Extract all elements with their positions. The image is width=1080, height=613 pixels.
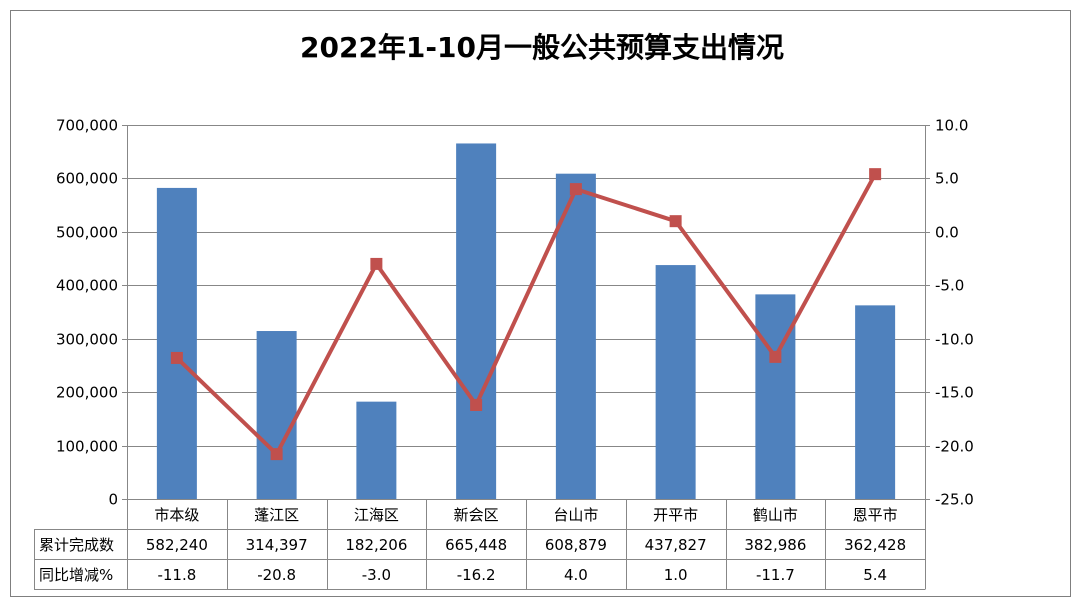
table-cell-value: 362,428 (844, 536, 906, 554)
category-label: 蓬江区 (254, 506, 299, 524)
right-axis-tick-label: -25.0 (935, 491, 974, 509)
line-point (370, 257, 383, 270)
line-series (170, 168, 882, 461)
category-label: 开平市 (653, 506, 698, 524)
category-label: 市本级 (154, 506, 199, 524)
axes: 0 100,000 200,000 300,000 400,000 500,000 600,… (56, 117, 974, 509)
chart-title: 2022年1-10月一般公共预算支出情况 (300, 31, 784, 64)
right-axis-tick-label: -15.0 (935, 384, 974, 402)
series-name: 同比增减% (39, 566, 113, 584)
right-axis-tick-label: -20.0 (935, 438, 974, 456)
table-cell-value: 4.0 (564, 566, 588, 584)
left-axis-tick-label: 100,000 (56, 438, 118, 456)
bar (755, 294, 796, 499)
category-label: 新会区 (454, 506, 499, 524)
right-axis-tick-label: -5.0 (935, 277, 964, 295)
left-axis-tick-label: 700,000 (56, 117, 118, 135)
right-axis-tick-label: 0.0 (935, 224, 959, 242)
table-cell-value: 608,879 (545, 536, 607, 554)
table-cell-value: -11.8 (157, 566, 196, 584)
bar (456, 143, 497, 500)
table-cell-value: -20.8 (257, 566, 296, 584)
right-axis-tick-label: -10.0 (935, 331, 974, 349)
line-point (170, 351, 183, 364)
table-cell-value: 1.0 (664, 566, 688, 584)
line-point (869, 168, 882, 181)
line-point (569, 183, 582, 196)
series-name: 累计完成数 (39, 536, 114, 554)
right-axis-tick-label: 10.0 (935, 117, 968, 135)
line-point (669, 215, 682, 228)
line-point (769, 350, 782, 363)
table-cell-value: 437,827 (645, 536, 707, 554)
table-cell-value: -16.2 (457, 566, 496, 584)
table-cell-value: 665,448 (445, 536, 507, 554)
left-axis-tick-label: 200,000 (56, 384, 118, 402)
bar-series (156, 143, 896, 500)
left-axis-tick-label: 500,000 (56, 224, 118, 242)
category-label: 江海区 (354, 506, 399, 524)
category-label: 鹤山市 (753, 506, 798, 524)
table-cell-value: 314,397 (246, 536, 308, 554)
left-axis-tick-label: 600,000 (56, 170, 118, 188)
table-cell-value: 5.4 (863, 566, 887, 584)
category-label: 台山市 (553, 506, 598, 524)
line-point (270, 448, 283, 461)
left-axis-tick-label: 300,000 (56, 331, 118, 349)
table-cell-value: -11.7 (756, 566, 795, 584)
series-line (175, 173, 877, 457)
bar (655, 265, 696, 499)
table-cell-value: 582,240 (146, 536, 208, 554)
left-axis-tick-label: 400,000 (56, 277, 118, 295)
category-label: 恩平市 (853, 506, 898, 524)
bar (855, 305, 896, 499)
right-axis-tick-label: 5.0 (935, 170, 959, 188)
bar (356, 401, 397, 499)
table-cell-value: -3.0 (362, 566, 391, 584)
table-cell-value: 382,986 (744, 536, 806, 554)
line-point (470, 398, 483, 411)
left-axis-tick-label: 0 (108, 491, 118, 509)
bar (156, 187, 197, 499)
bar (256, 331, 297, 499)
bar (555, 173, 596, 500)
table-cell-value: 182,206 (345, 536, 407, 554)
